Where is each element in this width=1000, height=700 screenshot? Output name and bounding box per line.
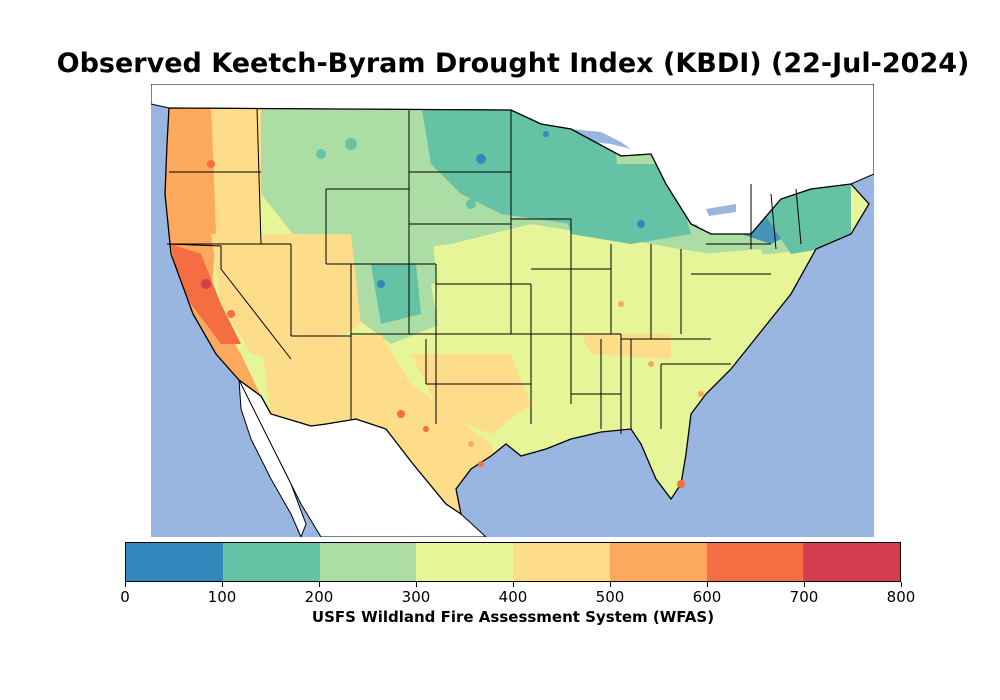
lake-superior [571, 129, 631, 149]
colorbar-bin-600-700 [706, 543, 804, 581]
state-borders [166, 107, 802, 434]
station-dots [201, 131, 704, 488]
colorbar-tick-label: 500 [595, 588, 625, 606]
baja-land [238, 379, 307, 537]
colorbar-bin-0-100 [126, 543, 223, 581]
colorbar-label: USFS Wildland Fire Assessment System (WF… [311, 608, 715, 626]
usa-outline [164, 107, 870, 516]
colorbar-bin-700-800 [803, 543, 900, 581]
kbdi-colorbar [125, 542, 901, 582]
colorbar-ticks: 0 100 200 300 400 500 600 700 800 [120, 582, 915, 612]
colorbar-tick-label: 100 [207, 588, 237, 606]
colorbar-bin-200-300 [319, 543, 417, 581]
colorbar-bin-100-200 [222, 543, 320, 581]
kbdi-map [151, 84, 874, 537]
colorbar-tick-label: 0 [120, 588, 130, 606]
colorbar-tick-label: 700 [789, 588, 819, 606]
colorbar-tick-label: 800 [886, 588, 916, 606]
colorbar-bin-500-600 [609, 543, 707, 581]
map-title: Observed Keetch-Byram Drought Index (KBD… [56, 48, 970, 79]
lake-ontario [706, 204, 736, 216]
colorbar-tick-label: 300 [401, 588, 431, 606]
colorbar-tick-label: 600 [692, 588, 722, 606]
colorbar-tick-label: 400 [498, 588, 528, 606]
colorbar-tick-label: 200 [304, 588, 334, 606]
colorbar-bin-400-500 [513, 543, 610, 581]
colorbar-bin-300-400 [416, 543, 513, 581]
